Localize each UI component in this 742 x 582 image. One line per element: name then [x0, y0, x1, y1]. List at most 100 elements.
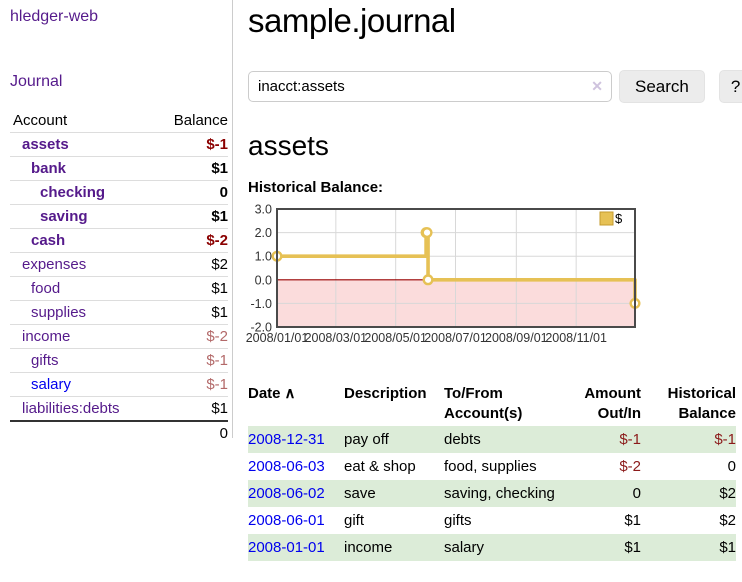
- account-balance: $1: [211, 280, 228, 297]
- svg-text:-1.0: -1.0: [250, 297, 272, 311]
- register-row: 2008-06-03 eat & shop food, supplies $-2 0: [248, 453, 736, 480]
- register-header-description: Description: [344, 385, 427, 402]
- account-row: food $1: [10, 277, 228, 301]
- register-cell-balance: 0: [727, 458, 736, 475]
- register-cell-amount: 0: [632, 485, 641, 502]
- account-link-salary[interactable]: salary: [31, 376, 72, 393]
- account-link-liabilities-debts[interactable]: liabilities:debts: [22, 400, 120, 417]
- accounts-total-value: 0: [219, 425, 228, 442]
- register-row: 2008-01-01 income salary $1 $1: [248, 534, 736, 561]
- register-cell-date: 2008-06-02: [248, 480, 344, 507]
- svg-text:2008/11/01: 2008/11/01: [545, 331, 607, 345]
- account-row: income $-2: [10, 325, 228, 349]
- account-balance: $1: [211, 304, 228, 321]
- register-header-accounts: To/From Account(s): [444, 385, 523, 422]
- transaction-date-link[interactable]: 2008-12-31: [248, 431, 325, 448]
- account-link-bank[interactable]: bank: [31, 160, 67, 177]
- register-table: Date ∧ Description To/From Account(s) Amo…: [248, 382, 736, 561]
- register-cell-accounts: debts: [444, 431, 481, 448]
- register-cell-amount: $1: [624, 512, 641, 529]
- register-cell-date: 2008-01-01: [248, 534, 344, 561]
- account-link-saving[interactable]: saving: [40, 208, 88, 225]
- svg-text:2008/03/01: 2008/03/01: [305, 331, 368, 345]
- account-link-checking[interactable]: checking: [40, 184, 106, 201]
- register-cell-date: 2008-12-31: [248, 426, 344, 453]
- register-cell-amount: $-1: [619, 431, 641, 448]
- account-balance: $1: [211, 400, 228, 417]
- account-balance: 0: [219, 184, 228, 201]
- app-title-link[interactable]: hledger-web: [10, 8, 99, 25]
- accounts-header-row: Account Balance: [10, 110, 228, 133]
- register-cell-amount: $1: [624, 539, 641, 556]
- accounts-total-spacer: [10, 421, 153, 445]
- register-cell-description: eat & shop: [344, 458, 416, 475]
- clear-search-icon[interactable]: ✕: [591, 78, 603, 94]
- svg-text:0.0: 0.0: [255, 273, 272, 287]
- svg-text:2008/01/01: 2008/01/01: [246, 331, 309, 345]
- account-row: saving $1: [10, 205, 228, 229]
- svg-text:3.0: 3.0: [255, 203, 272, 217]
- search-input[interactable]: [248, 71, 612, 102]
- account-balance: $2: [211, 256, 228, 273]
- account-row: supplies $1: [10, 301, 228, 325]
- legend-label: $: [615, 211, 623, 226]
- account-balance: $-2: [206, 328, 228, 345]
- account-link-income[interactable]: income: [22, 328, 71, 345]
- balance-chart: $3.0 2.0 1.0 0.0 -1.0 -2.0 2008/01/01 2008/03/0…: [246, 202, 738, 366]
- register-row: 2008-12-31 pay off debts $-1 $-1: [248, 426, 736, 453]
- chart-heading: Historical Balance:: [248, 179, 384, 196]
- account-link-assets[interactable]: assets: [22, 136, 69, 153]
- sort-ascending-icon: ∧: [284, 385, 296, 402]
- account-row: salary $-1: [10, 373, 228, 397]
- register-row: 2008-06-02 save saving, checking 0 $2: [248, 480, 736, 507]
- svg-text:2.0: 2.0: [255, 226, 272, 240]
- account-balance: $1: [211, 160, 228, 177]
- account-link-supplies[interactable]: supplies: [31, 304, 87, 321]
- account-heading: assets: [248, 130, 329, 161]
- accounts-header-balance: Balance: [173, 112, 228, 129]
- accounts-total-row: 0: [10, 421, 228, 445]
- register-header-row: Date ∧ Description To/From Account(s) Amo…: [248, 382, 736, 426]
- transaction-date-link[interactable]: 2008-06-02: [248, 485, 325, 502]
- account-link-cash[interactable]: cash: [31, 232, 66, 249]
- register-cell-balance: $2: [719, 485, 736, 502]
- sidebar-item-journal[interactable]: Journal: [10, 73, 63, 90]
- transaction-date-link[interactable]: 2008-06-01: [248, 512, 325, 529]
- account-link-gifts[interactable]: gifts: [31, 352, 59, 369]
- account-row: liabilities:debts $1: [10, 397, 228, 421]
- register-cell-description: gift: [344, 512, 365, 529]
- account-row: assets $-1: [10, 133, 228, 157]
- help-button[interactable]: ?: [718, 70, 742, 103]
- register-cell-balance: $2: [719, 512, 736, 529]
- search-form: ✕ Search ?: [248, 70, 742, 103]
- svg-text:2008/09/01: 2008/09/01: [485, 331, 548, 345]
- svg-text:2008/05/01: 2008/05/01: [364, 331, 427, 345]
- register-cell-balance: $1: [719, 539, 736, 556]
- register-cell-description: income: [344, 539, 393, 556]
- transaction-date-link[interactable]: 2008-01-01: [248, 539, 325, 556]
- account-balance: $-2: [206, 232, 228, 249]
- register-cell-description: pay off: [344, 431, 389, 448]
- register-header-amount: Amount Out/In: [584, 385, 641, 422]
- account-row: gifts $-1: [10, 349, 228, 373]
- register-cell-amount: $-2: [619, 458, 641, 475]
- account-link-expenses[interactable]: expenses: [22, 256, 87, 273]
- account-balance: $-1: [206, 376, 228, 393]
- register-cell-date: 2008-06-01: [248, 507, 344, 534]
- main-content: sample.journal ✕ Search ? assets Histori…: [246, 0, 742, 561]
- search-button[interactable]: Search: [619, 70, 705, 103]
- register-cell-accounts: saving, checking: [444, 485, 555, 502]
- account-link-food[interactable]: food: [31, 280, 61, 297]
- register-header-balance: Historical Balance: [667, 385, 736, 422]
- accounts-header-account: Account: [13, 112, 68, 129]
- account-balance: $1: [211, 208, 228, 225]
- account-row: cash $-2: [10, 229, 228, 253]
- register-row: 2008-06-01 gift gifts $1 $2: [248, 507, 736, 534]
- register-header-date[interactable]: Date ∧: [248, 385, 296, 402]
- account-row: expenses $2: [10, 253, 228, 277]
- svg-text:-2.0: -2.0: [250, 321, 272, 335]
- svg-text:2008/07/01: 2008/07/01: [424, 331, 487, 345]
- register-cell-description: save: [344, 485, 376, 502]
- account-balance: $-1: [206, 352, 228, 369]
- transaction-date-link[interactable]: 2008-06-03: [248, 458, 325, 475]
